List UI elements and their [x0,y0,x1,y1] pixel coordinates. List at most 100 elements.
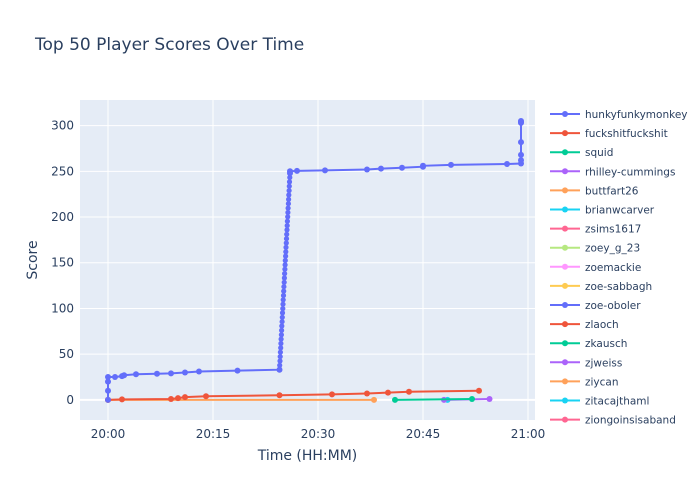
x-tick-label: 20:30 [301,427,336,441]
data-point [281,275,287,281]
legend-label: zsims1617 [585,224,641,236]
x-tick-label: 21:00 [511,427,546,441]
data-point [518,139,524,146]
series-hunkyfunkymonkey [105,118,524,403]
legend-label: zoe-sabbagh [585,281,652,293]
legend-swatch-marker [562,225,568,232]
legend-swatch-marker [562,149,568,156]
legend-swatch-marker [562,130,568,137]
legend-item-zkausch[interactable]: zkausch [550,338,627,350]
legend-item-zsims1617[interactable]: zsims1617 [550,224,641,236]
legend-item-zjweiss[interactable]: zjweiss [550,357,622,369]
data-point [329,391,335,398]
data-point [518,157,524,164]
data-point [371,396,377,403]
data-point [285,205,291,211]
legend-item-brianwcarver[interactable]: brianwcarver [550,205,655,217]
legend-item-hunkyfunkymonkey[interactable]: hunkyfunkymonkey [550,109,688,121]
legend-swatch-marker [562,282,568,289]
legend-item-ziongoinsisaband[interactable]: ziongoinsisaband [550,415,676,427]
legend-swatch-marker [562,111,568,117]
data-point [287,174,293,181]
data-point [518,118,524,124]
legend-label: fuckshitfuckshit [585,128,668,140]
legend-label: hunkyfunkymonkey [585,109,688,121]
data-point [287,168,293,175]
data-point [286,183,292,189]
data-point [399,164,405,171]
data-point [281,284,287,290]
legend-item-zoemackie[interactable]: zoemackie [550,262,641,274]
y-tick-label: 250 [51,164,74,178]
legend-label: zlaoch [585,319,619,331]
data-point [105,387,111,394]
data-point [285,201,291,207]
data-point [283,236,290,242]
data-point [286,188,292,194]
legend-item-zoe-oboler[interactable]: zoe-oboler [550,300,641,312]
legend-swatch-marker [562,206,568,213]
legend-swatch-marker [562,416,568,423]
data-point [105,374,111,380]
data-point [284,231,290,237]
x-tick-labels: 20:00 20:15 20:30 20:45 21:00 [91,427,546,441]
data-point [203,393,209,400]
legend-swatch-marker [562,263,568,270]
legend-item-zlaoch[interactable]: zlaoch [550,319,619,331]
data-point [168,396,174,402]
legend-label: zoemackie [585,262,641,274]
legend-item-rhilley-cummings[interactable]: rhilley-cummings [550,166,675,178]
legend-item-zitacajthaml[interactable]: zitacajthaml [550,396,649,408]
data-point [277,349,283,355]
data-point [279,314,285,320]
data-point [168,370,174,377]
legend-item-buttfart26[interactable]: buttfart26 [550,185,639,197]
legend-swatch-marker [562,321,568,328]
data-point [280,297,286,303]
data-point [282,257,288,264]
chart-title: Top 50 Player Scores Over Time [34,35,304,55]
data-point [154,370,160,377]
legend-label: ziongoinsisaband [585,415,676,427]
data-point [284,227,290,233]
data-point [281,288,287,294]
data-point [280,301,286,307]
legend-item-ziycan[interactable]: ziycan [550,376,619,388]
data-point [284,223,290,229]
legend-label: zkausch [585,338,627,350]
data-point [133,371,139,378]
data-point [105,378,111,385]
legend[interactable]: hunkyfunkymonkey fuckshitfuckshit squid rhi… [550,109,688,427]
data-point [277,362,283,368]
series-line-fuckshitfuckshit [107,389,480,401]
data-point [322,167,328,174]
data-point [279,323,285,329]
x-axis-title: Time (HH:MM) [257,448,358,464]
legend-label: buttfart26 [585,185,639,197]
data-point [277,354,283,360]
legend-label: zoe-oboler [585,300,641,312]
y-tick-label: 200 [51,210,74,224]
series-layer [105,118,524,403]
data-point [175,395,181,402]
legend-label: zoey_g_23 [585,243,640,255]
legend-item-zoey-g-23[interactable]: zoey_g_23 [550,243,640,255]
data-point [469,396,475,402]
data-point [279,310,286,316]
data-point [486,396,493,402]
data-point [182,394,188,401]
x-tick-label: 20:00 [91,427,126,441]
legend-item-squid[interactable]: squid [550,147,613,159]
y-tick-label: 0 [66,393,74,407]
data-point [378,165,384,172]
data-point [280,292,287,299]
data-point [283,249,289,255]
legend-item-fuckshitfuckshit[interactable]: fuckshitfuckshit [550,128,668,140]
data-point [278,340,284,347]
legend-item-zoe-sabbagh[interactable]: zoe-sabbagh [550,281,652,293]
y-tick-label: 300 [51,119,74,133]
data-point [105,396,111,403]
series-squid [392,396,475,403]
legend-swatch-marker [562,397,568,404]
